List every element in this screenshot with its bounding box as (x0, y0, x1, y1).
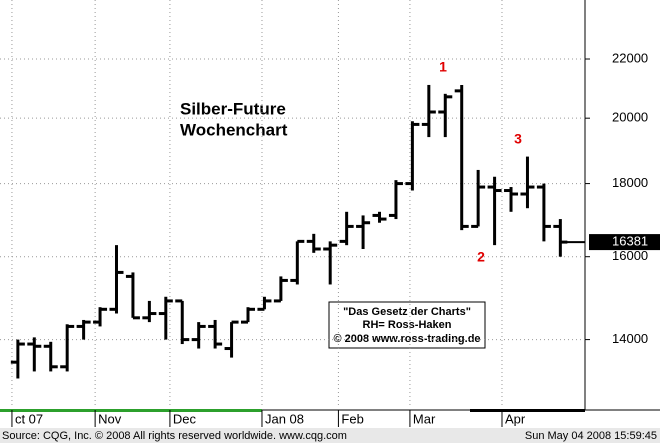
y-tick-label: 14000 (612, 331, 648, 346)
y-tick-label: 16000 (612, 248, 648, 263)
axis-strip (0, 409, 262, 412)
x-tick-label: Mar (413, 411, 436, 426)
x-tick-label: Jan 08 (265, 411, 304, 426)
chart-title: Silber-Future (180, 99, 286, 118)
info-text: "Das Gesetz der Charts" (343, 306, 471, 318)
annotation: 3 (514, 131, 522, 147)
source: Source: CQG, Inc. © 2008 All rights rese… (2, 430, 347, 442)
chart-subtitle: Wochenchart (180, 120, 288, 139)
y-tick-label: 22000 (612, 50, 648, 65)
y-tick-label: 20000 (612, 110, 648, 125)
x-tick-label: Apr (505, 411, 526, 426)
last-price-box (589, 234, 660, 251)
x-tick-label: ct 07 (15, 411, 43, 426)
axis-strip (470, 409, 585, 412)
info-box (328, 301, 486, 349)
x-tick-label: Dec (173, 411, 197, 426)
y-tick-label: 18000 (612, 175, 648, 190)
x-tick-label: Nov (98, 411, 122, 426)
info-text: © 2008 www.ross-trading.de (333, 333, 480, 345)
timestamp: Sun May 04 2008 15:59:45 (525, 430, 657, 442)
footer-bar (0, 428, 660, 443)
annotation: 2 (477, 249, 485, 265)
last-price-label: 16381 (612, 234, 648, 249)
info-text: RH= Ross-Haken (363, 319, 452, 331)
x-tick-label: Feb (341, 411, 363, 426)
annotation: 1 (439, 59, 447, 75)
